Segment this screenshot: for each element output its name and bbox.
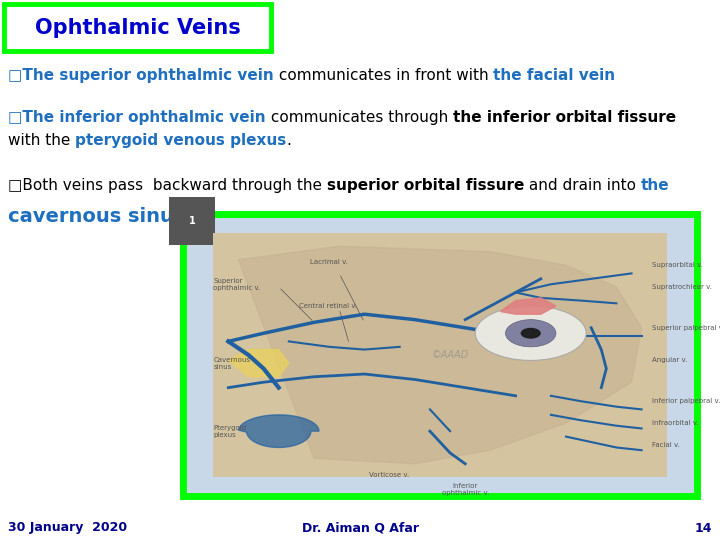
Text: 1: 1	[189, 216, 195, 226]
Text: □The inferior ophthalmic vein: □The inferior ophthalmic vein	[8, 110, 266, 125]
Text: the facial vein: the facial vein	[493, 68, 616, 83]
Polygon shape	[238, 246, 642, 464]
Ellipse shape	[475, 306, 586, 360]
Polygon shape	[500, 298, 556, 314]
Text: Supratrochlear v.: Supratrochlear v.	[652, 284, 711, 290]
Text: □The superior ophthalmic vein: □The superior ophthalmic vein	[8, 68, 274, 83]
Text: cavernous sinus: cavernous sinus	[8, 207, 185, 226]
Text: □Both veins pass  backward through the: □Both veins pass backward through the	[8, 178, 327, 193]
Text: Lacrimal v.: Lacrimal v.	[310, 259, 348, 265]
Text: communicates through: communicates through	[266, 110, 453, 125]
Text: Supraorbital v.: Supraorbital v.	[652, 262, 703, 268]
Text: with the: with the	[8, 133, 76, 148]
Text: and drain into: and drain into	[524, 178, 641, 193]
Ellipse shape	[521, 328, 541, 339]
Text: pterygoid venous plexus: pterygoid venous plexus	[76, 133, 287, 148]
Text: Superior
ophthalmic v.: Superior ophthalmic v.	[213, 278, 261, 291]
Text: Dr. Aiman Q Afar: Dr. Aiman Q Afar	[302, 522, 418, 535]
Text: Facial v.: Facial v.	[652, 442, 680, 448]
Text: ©AAAD: ©AAAD	[431, 350, 469, 360]
FancyBboxPatch shape	[183, 214, 697, 496]
Text: the inferior orbital fissure: the inferior orbital fissure	[453, 110, 676, 125]
Text: .: .	[287, 133, 292, 148]
Text: Pterygoid
plexus: Pterygoid plexus	[213, 424, 246, 437]
Text: Cavernous
sinus: Cavernous sinus	[213, 356, 251, 370]
Text: Central retinal v.: Central retinal v.	[299, 303, 357, 309]
Text: 14: 14	[695, 522, 712, 535]
Text: Inferior palpebral v.: Inferior palpebral v.	[652, 398, 720, 404]
Text: 30 January  2020: 30 January 2020	[8, 522, 127, 535]
FancyBboxPatch shape	[4, 4, 271, 51]
Text: communicates in front with: communicates in front with	[274, 68, 493, 83]
Polygon shape	[228, 349, 289, 377]
Text: Angular v.: Angular v.	[652, 357, 687, 363]
Ellipse shape	[505, 320, 556, 347]
Text: Inferior
ophthalmic v.: Inferior ophthalmic v.	[441, 483, 489, 496]
Text: superior orbital fissure: superior orbital fissure	[327, 178, 524, 193]
FancyBboxPatch shape	[213, 233, 667, 477]
Text: Vorticose v.: Vorticose v.	[369, 471, 410, 478]
Text: Ophthalmic Veins: Ophthalmic Veins	[35, 17, 240, 37]
Text: the: the	[641, 178, 670, 193]
Polygon shape	[238, 415, 319, 448]
Text: Infraorbital v.: Infraorbital v.	[652, 420, 698, 426]
Text: Superior palpebral v.: Superior palpebral v.	[652, 325, 720, 331]
